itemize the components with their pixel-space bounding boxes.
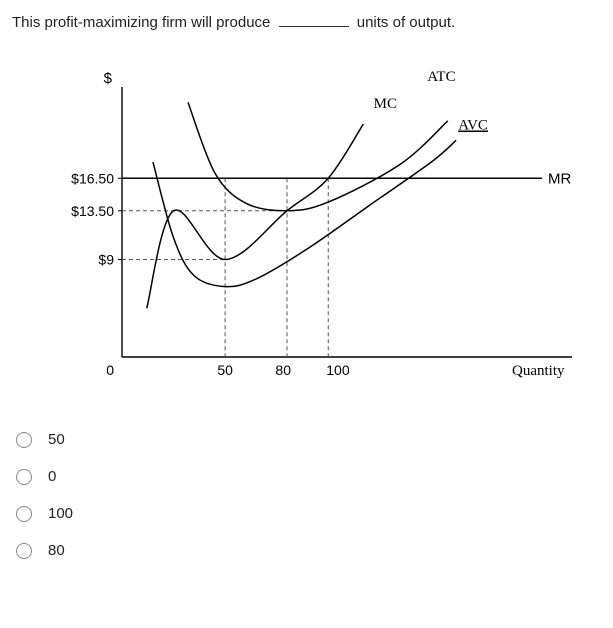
svg-text:$: $ bbox=[104, 70, 113, 87]
radio-icon[interactable] bbox=[16, 432, 32, 448]
option-label: 0 bbox=[48, 468, 56, 485]
option-row[interactable]: 100 bbox=[12, 495, 601, 532]
chart-svg: $ $16.50 $13.50 $9 0 50 80 100 Quantity MR MC ATC AV… bbox=[32, 57, 592, 397]
radio-icon[interactable] bbox=[16, 506, 32, 522]
option-label: 100 bbox=[48, 505, 73, 522]
option-row[interactable]: 0 bbox=[12, 458, 601, 495]
svg-text:Quantity: Quantity bbox=[512, 363, 565, 379]
option-row[interactable]: 50 bbox=[12, 421, 601, 458]
question-suffix: units of output. bbox=[357, 14, 455, 31]
svg-text:0: 0 bbox=[106, 362, 114, 378]
option-row[interactable]: 80 bbox=[12, 532, 601, 569]
fill-blank bbox=[279, 12, 349, 27]
radio-icon[interactable] bbox=[16, 469, 32, 485]
svg-text:100: 100 bbox=[326, 362, 350, 378]
answer-options: 50 0 100 80 bbox=[12, 421, 601, 569]
svg-text:ATC: ATC bbox=[427, 69, 455, 85]
svg-text:80: 80 bbox=[275, 362, 291, 378]
question-text: This profit-maximizing firm will produce… bbox=[12, 12, 601, 33]
cost-curve-chart: $ $16.50 $13.50 $9 0 50 80 100 Quantity MR MC ATC AV… bbox=[32, 57, 592, 397]
svg-text:MC: MC bbox=[374, 96, 397, 112]
option-label: 50 bbox=[48, 431, 65, 448]
question-prefix: This profit-maximizing firm will produce bbox=[12, 14, 270, 31]
svg-text:$9: $9 bbox=[98, 252, 114, 268]
svg-text:50: 50 bbox=[217, 362, 233, 378]
svg-text:MR: MR bbox=[548, 170, 571, 187]
svg-text:AVC: AVC bbox=[458, 118, 488, 134]
radio-icon[interactable] bbox=[16, 543, 32, 559]
option-label: 80 bbox=[48, 542, 65, 559]
svg-text:$16.50: $16.50 bbox=[71, 170, 114, 186]
svg-text:$13.50: $13.50 bbox=[71, 203, 114, 219]
